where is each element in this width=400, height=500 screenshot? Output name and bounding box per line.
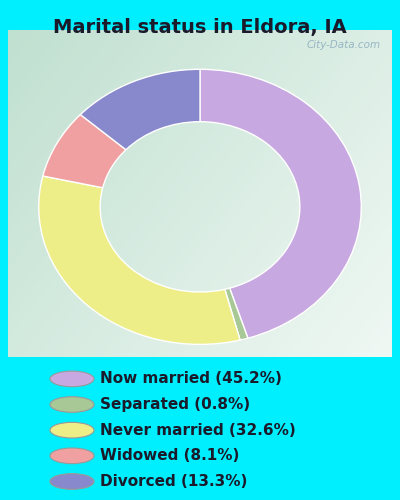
Wedge shape (43, 114, 126, 188)
Text: Widowed (8.1%): Widowed (8.1%) (100, 448, 239, 464)
Wedge shape (80, 70, 200, 150)
Text: Never married (32.6%): Never married (32.6%) (100, 422, 296, 438)
Wedge shape (225, 288, 248, 340)
Wedge shape (39, 176, 240, 344)
Text: Separated (0.8%): Separated (0.8%) (100, 397, 250, 412)
Circle shape (50, 396, 94, 412)
Circle shape (50, 474, 94, 490)
Text: Marital status in Eldora, IA: Marital status in Eldora, IA (53, 18, 347, 36)
Wedge shape (200, 70, 361, 338)
Text: City-Data.com: City-Data.com (306, 40, 380, 50)
Text: Now married (45.2%): Now married (45.2%) (100, 372, 282, 386)
Text: Divorced (13.3%): Divorced (13.3%) (100, 474, 247, 489)
Circle shape (50, 422, 94, 438)
Circle shape (50, 371, 94, 386)
Circle shape (50, 448, 94, 464)
